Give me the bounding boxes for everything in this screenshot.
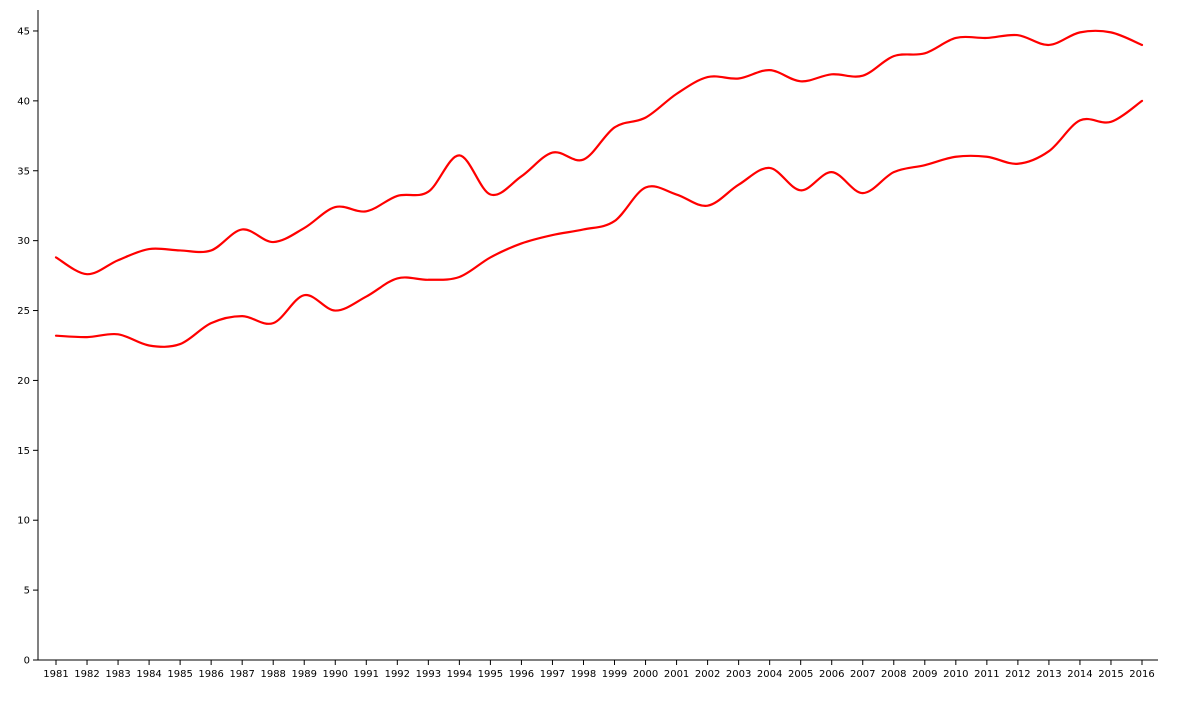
x-tick-label: 2008 bbox=[881, 669, 906, 680]
y-tick-label: 0 bbox=[24, 656, 30, 667]
x-tick-label: 2006 bbox=[819, 669, 844, 680]
x-tick-label: 1994 bbox=[447, 669, 472, 680]
x-tick-label: 1991 bbox=[354, 669, 379, 680]
x-tick-label: 1998 bbox=[571, 669, 596, 680]
y-tick-label: 35 bbox=[17, 166, 30, 177]
x-tick-label: 2007 bbox=[850, 669, 875, 680]
x-tick-label: 1982 bbox=[74, 669, 99, 680]
x-tick-label: 1993 bbox=[416, 669, 441, 680]
x-tick-label: 2016 bbox=[1129, 669, 1154, 680]
y-tick-label: 25 bbox=[17, 306, 30, 317]
x-tick-label: 1988 bbox=[260, 669, 285, 680]
x-tick-label: 1989 bbox=[292, 669, 317, 680]
x-tick-label: 1986 bbox=[198, 669, 223, 680]
x-tick-label: 2015 bbox=[1098, 669, 1123, 680]
x-tick-label: 2002 bbox=[695, 669, 720, 680]
x-tick-label: 2000 bbox=[633, 669, 658, 680]
x-tick-label: 1981 bbox=[43, 669, 68, 680]
x-tick-label: 2010 bbox=[943, 669, 968, 680]
x-tick-label: 1990 bbox=[323, 669, 348, 680]
x-tick-label: 1992 bbox=[385, 669, 410, 680]
x-axis: 1981 1982 1983 1984 1985 1986 1987 1988 1989 1990… bbox=[38, 659, 1158, 680]
x-tick-label: 2012 bbox=[1005, 669, 1030, 680]
x-tick-label: 1999 bbox=[602, 669, 627, 680]
x-tick-label: 2013 bbox=[1036, 669, 1061, 680]
x-tick-label: 1984 bbox=[136, 669, 161, 680]
x-tick-label: 2005 bbox=[788, 669, 813, 680]
x-tick-label: 2004 bbox=[757, 669, 782, 680]
y-tick-label: 5 bbox=[24, 586, 30, 597]
y-axis: 0 5 10 15 20 25 30 35 40 45 bbox=[17, 10, 39, 667]
series-line-2 bbox=[54, 99, 1144, 348]
x-tick-label: 1987 bbox=[229, 669, 254, 680]
x-tick-label: 1996 bbox=[509, 669, 534, 680]
x-tick-label: 2009 bbox=[912, 669, 937, 680]
x-tick-label: 1997 bbox=[540, 669, 565, 680]
x-tick-label: 2014 bbox=[1067, 669, 1092, 680]
plot-lines bbox=[54, 29, 1144, 348]
y-tick-label: 10 bbox=[17, 516, 30, 527]
y-tick-label: 20 bbox=[17, 376, 30, 387]
x-tick-label: 2003 bbox=[726, 669, 751, 680]
series-line-1 bbox=[54, 29, 1144, 276]
x-tick-label: 1985 bbox=[167, 669, 192, 680]
x-tick-label: 1995 bbox=[478, 669, 503, 680]
y-tick-label: 40 bbox=[17, 96, 30, 107]
x-ticks: 1981 1982 1983 1984 1985 1986 1987 1988 1989 1990… bbox=[43, 660, 1155, 680]
x-tick-label: 1983 bbox=[105, 669, 130, 680]
y-tick-label: 15 bbox=[17, 446, 30, 457]
y-tick-label: 45 bbox=[17, 26, 30, 37]
y-tick-label: 30 bbox=[17, 236, 30, 247]
x-tick-label: 2011 bbox=[974, 669, 999, 680]
x-tick-label: 2001 bbox=[664, 669, 689, 680]
y-ticks: 0 5 10 15 20 25 30 35 40 45 bbox=[17, 26, 38, 667]
